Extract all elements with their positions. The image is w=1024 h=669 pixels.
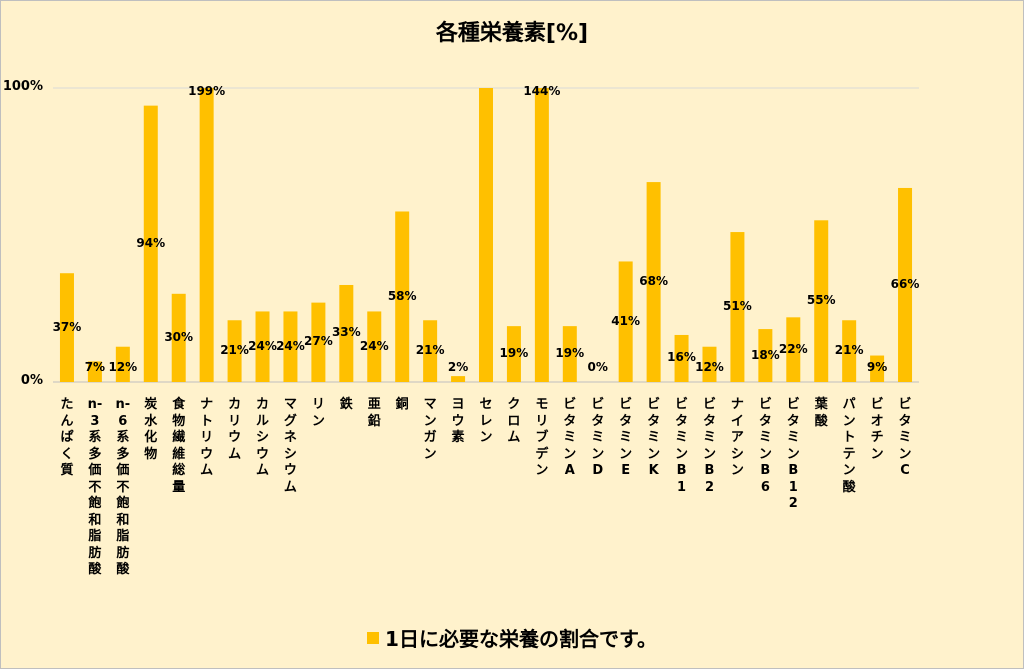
- bar: [758, 329, 773, 382]
- bar: [395, 211, 410, 382]
- legend-swatch: [367, 631, 380, 644]
- category-label: 食物繊維総量: [172, 397, 186, 495]
- legend-label: 1日に必要な栄養の割合です。: [385, 627, 657, 651]
- category-label: ビタミンE: [619, 397, 633, 478]
- bar: [479, 88, 493, 382]
- data-label: 94%: [136, 235, 166, 250]
- category-label: リン: [311, 397, 325, 429]
- category-label: ビオチン: [870, 397, 884, 462]
- category-label: ビタミンB12: [786, 397, 800, 511]
- data-label: 19%: [555, 346, 585, 361]
- data-label: 27%: [304, 334, 333, 349]
- bar: [842, 320, 857, 382]
- data-label: 33%: [331, 325, 361, 340]
- bar: [283, 311, 298, 382]
- data-label: 199%: [188, 84, 226, 98]
- category-label: カリウム: [228, 397, 242, 462]
- bar: [702, 346, 717, 382]
- data-label: 55%: [806, 293, 836, 308]
- bar: [367, 311, 382, 382]
- bar: [451, 376, 466, 382]
- data-label: 21%: [415, 343, 445, 358]
- data-label: 66%: [890, 276, 920, 291]
- category-label: カルシウム: [256, 397, 270, 478]
- bar: [255, 311, 270, 382]
- data-label: 30%: [164, 329, 194, 344]
- bar: [115, 346, 130, 382]
- bar: [898, 187, 913, 382]
- category-label: ナトリウム: [200, 397, 214, 478]
- category-label: マグネシウム: [283, 397, 297, 495]
- bar: [534, 88, 549, 382]
- category-label: 亜 鉛: [367, 397, 381, 429]
- category-label: ビタミンB1: [675, 397, 689, 495]
- category-label: 葉 酸: [814, 397, 828, 429]
- category-label: モリブデン: [535, 397, 549, 478]
- category-label: 鉄: [339, 397, 353, 412]
- bar: [59, 273, 74, 382]
- chart-title: 各種栄養素[%]: [435, 21, 589, 46]
- data-label: 19%: [499, 346, 529, 361]
- data-label: 18%: [750, 347, 780, 362]
- category-label: 炭水化物: [144, 397, 158, 462]
- bar: [199, 88, 214, 382]
- data-label: 68%: [639, 274, 668, 289]
- category-label: n-3系多価不飽和脂肪酸: [87, 397, 103, 577]
- bar: [143, 105, 158, 382]
- bar: [870, 355, 885, 382]
- category-label: n-6系多価不飽和脂肪酸: [115, 397, 131, 577]
- data-label: 7%: [84, 360, 106, 374]
- category-label: ビタミンK: [647, 397, 661, 478]
- data-label: 58%: [387, 288, 417, 303]
- legend: 1日に必要な栄養の割合です。: [1, 623, 1023, 652]
- data-label: 2%: [447, 360, 469, 374]
- category-label: ビタミンD: [591, 397, 605, 478]
- data-label: 9%: [866, 360, 888, 374]
- bar: [311, 302, 326, 382]
- data-label: 41%: [611, 313, 641, 328]
- bar: [618, 261, 633, 382]
- category-label: マンガン: [423, 397, 437, 462]
- bar: [171, 293, 186, 382]
- bar: [730, 232, 745, 382]
- category-label: セレン: [479, 397, 493, 445]
- data-label: 12%: [108, 360, 138, 374]
- data-label: 24%: [248, 338, 277, 353]
- category-label: ビタミンB6: [758, 397, 772, 495]
- data-label: 21%: [834, 343, 864, 358]
- category-label: ヨウ素: [451, 397, 465, 445]
- bar: [506, 326, 521, 382]
- y-tick-label: 0%: [20, 373, 43, 388]
- data-label: 144%: [523, 84, 561, 98]
- category-label: たんぱく質: [60, 397, 74, 478]
- category-label: ビタミンC: [898, 397, 912, 478]
- bar: [423, 320, 438, 382]
- bar: [339, 284, 354, 382]
- bar: [87, 361, 102, 382]
- data-label: 51%: [723, 299, 752, 314]
- data-label: 12%: [695, 360, 724, 374]
- bar: [674, 334, 689, 382]
- bar: [814, 220, 829, 382]
- category-label: 銅: [395, 397, 409, 412]
- data-label: 24%: [276, 338, 305, 353]
- bar: [562, 326, 577, 382]
- data-label: 0%: [587, 360, 608, 374]
- bar: [227, 320, 242, 382]
- data-label: 37%: [52, 319, 82, 334]
- data-label: 21%: [220, 343, 249, 358]
- category-label: ビタミンB2: [702, 397, 716, 495]
- data-label: 16%: [667, 350, 696, 365]
- bar: [786, 317, 801, 382]
- category-label: ビタミンA: [563, 397, 577, 478]
- category-label: ナイアシン: [730, 397, 744, 478]
- category-label: パントテン酸: [842, 397, 856, 495]
- data-label: 22%: [778, 341, 808, 356]
- category-label: クロム: [507, 397, 521, 445]
- bar: [646, 182, 661, 382]
- y-tick-label: 100%: [2, 79, 43, 94]
- data-label: 24%: [359, 338, 389, 353]
